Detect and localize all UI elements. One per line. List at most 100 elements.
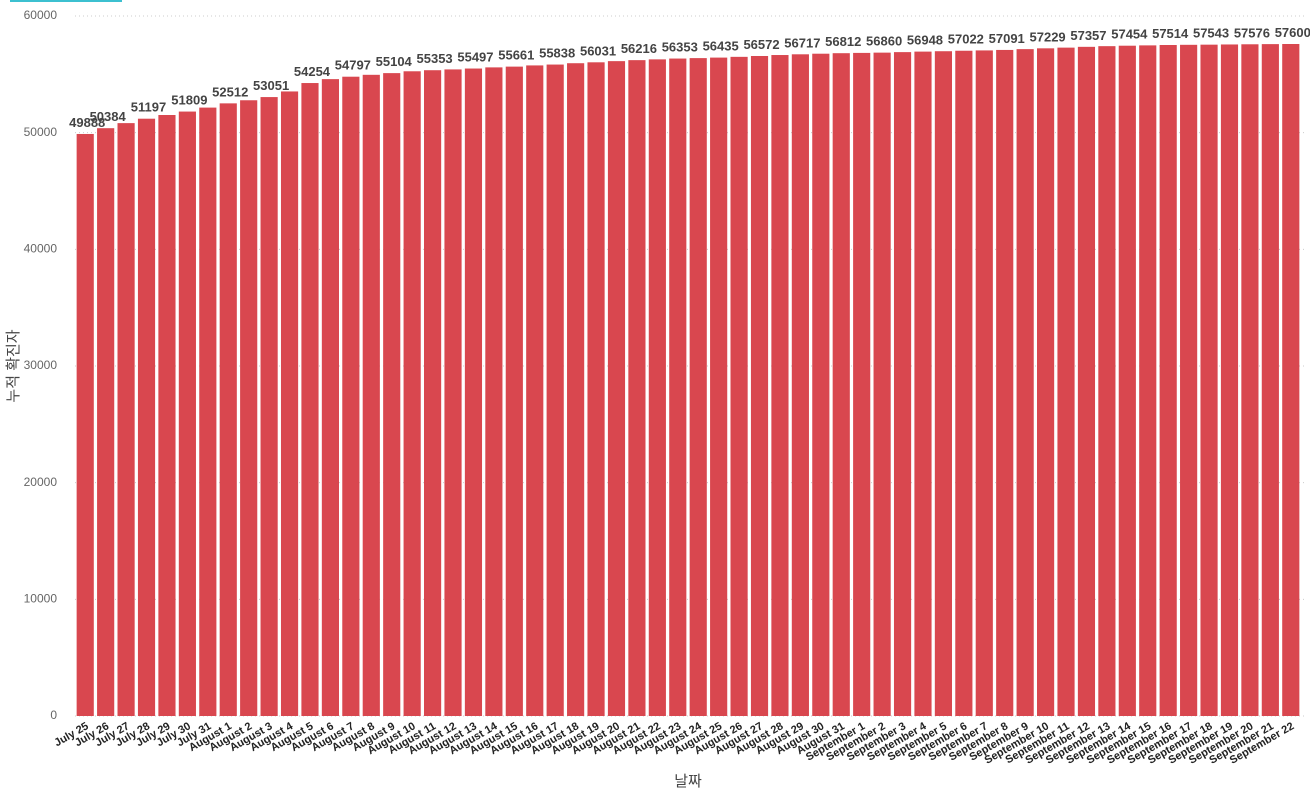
- bar: [117, 123, 135, 716]
- x-axis-title: 날짜: [674, 773, 702, 790]
- bar: [1261, 44, 1279, 717]
- bar: [342, 76, 360, 717]
- bar: [444, 69, 462, 716]
- bar: [1200, 44, 1218, 717]
- bar: [975, 50, 993, 716]
- data-label: 57543: [1193, 26, 1229, 41]
- bar: [260, 97, 278, 717]
- data-label: 50384: [90, 109, 127, 124]
- bar: [832, 53, 850, 716]
- data-label: 57357: [1070, 28, 1106, 43]
- bar: [1118, 45, 1136, 717]
- data-label: 56860: [866, 34, 902, 49]
- data-label: 57600: [1275, 25, 1310, 40]
- bar: [1077, 46, 1096, 716]
- data-label: 55497: [457, 50, 493, 65]
- data-label: 57576: [1234, 25, 1270, 40]
- bar: [812, 53, 830, 716]
- bar: [955, 50, 973, 716]
- bar: [914, 51, 932, 716]
- y-tick-label: 10000: [24, 592, 58, 606]
- bar: [771, 55, 789, 716]
- bar: [178, 111, 196, 717]
- bar: [1180, 44, 1198, 717]
- data-label: 57229: [1030, 29, 1066, 44]
- data-label: 52512: [212, 84, 248, 99]
- y-tick-label: 30000: [24, 358, 58, 372]
- data-label: 51809: [171, 93, 207, 108]
- bar: [199, 107, 217, 717]
- bar: [546, 64, 564, 717]
- bar: [1241, 44, 1259, 716]
- bar: [97, 128, 115, 717]
- bar: [791, 54, 809, 717]
- bar: [893, 52, 912, 717]
- data-label: 56216: [621, 41, 657, 56]
- data-label: 57022: [948, 32, 984, 47]
- bar: [1220, 44, 1239, 716]
- y-tick-label: 60000: [24, 8, 58, 22]
- data-label: 56812: [825, 34, 861, 49]
- bar: [628, 60, 646, 716]
- data-label: 54254: [294, 64, 331, 79]
- bar: [607, 61, 626, 717]
- bar: [1282, 44, 1300, 716]
- focus-indicator: [10, 0, 122, 2]
- bar: [1139, 45, 1157, 717]
- data-label: 56031: [580, 43, 616, 58]
- data-label: 54797: [335, 58, 371, 73]
- data-label: 55838: [539, 46, 575, 61]
- bar: [137, 118, 156, 717]
- bar: [240, 100, 258, 717]
- data-label: 56948: [907, 33, 943, 48]
- bar: [1098, 46, 1116, 717]
- bar: [219, 103, 237, 717]
- bar: [505, 66, 523, 717]
- bar: [1159, 45, 1177, 716]
- data-label: 49888: [69, 115, 105, 130]
- bar: [526, 65, 544, 717]
- bar: [383, 73, 401, 717]
- bar: [669, 58, 687, 716]
- data-label: 55104: [376, 54, 413, 69]
- bar: [750, 55, 769, 716]
- bar: [996, 49, 1014, 716]
- data-label: 56435: [703, 39, 739, 54]
- bar: [1016, 49, 1034, 716]
- data-label: 55661: [498, 48, 534, 63]
- data-label: 53051: [253, 78, 289, 93]
- data-label: 57514: [1152, 26, 1189, 41]
- bar: [587, 62, 605, 717]
- bar: [362, 74, 380, 717]
- bar: [321, 79, 339, 716]
- data-label: 56717: [784, 35, 820, 50]
- y-axis-title: 누적 확진자: [5, 329, 22, 402]
- bar: [710, 57, 728, 716]
- bar: [853, 52, 871, 716]
- bar: [1057, 47, 1075, 716]
- bar: [873, 52, 891, 716]
- bar: [424, 70, 442, 717]
- data-label: 56353: [662, 40, 698, 55]
- bar: [485, 67, 503, 716]
- bar: [280, 91, 299, 716]
- bar: [1037, 48, 1055, 717]
- data-label: 51197: [131, 100, 166, 115]
- bar: [689, 58, 707, 717]
- y-tick-label: 50000: [24, 125, 58, 139]
- bar: [464, 68, 483, 716]
- bar: [730, 56, 748, 717]
- y-tick-label: 40000: [24, 242, 58, 256]
- data-label: 55353: [417, 51, 453, 66]
- bar: [158, 115, 176, 716]
- bar: [76, 133, 94, 716]
- bar: [403, 71, 421, 716]
- bar: [301, 83, 319, 716]
- y-tick-label: 20000: [24, 475, 58, 489]
- data-label: 57454: [1111, 27, 1148, 42]
- data-label: 57091: [989, 31, 1025, 46]
- bar: [648, 59, 666, 717]
- bar: [567, 63, 585, 716]
- bar: [934, 51, 952, 716]
